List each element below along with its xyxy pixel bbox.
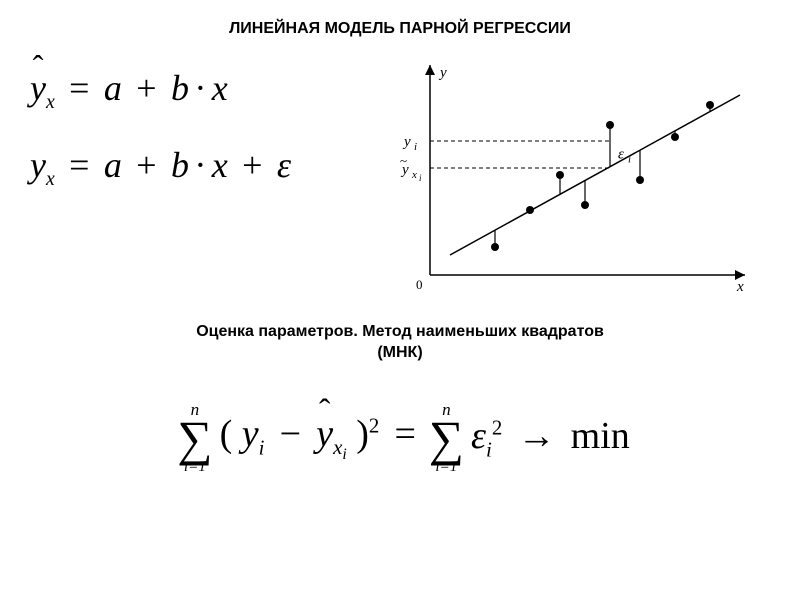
eq1-x: x	[212, 68, 228, 108]
eq3-y: y	[242, 413, 259, 455]
equations-top: ˆyx = a + b·x yx = a + b·x + ε	[30, 70, 291, 224]
eq2-eps: ε	[277, 145, 291, 185]
eq3-exp: 2	[369, 413, 379, 437]
equation-1: ˆyx = a + b·x	[30, 70, 291, 113]
eq3-yhat-sub: x	[333, 435, 342, 459]
eq3-yhat-subsub: i	[342, 446, 346, 463]
svg-text:x: x	[736, 279, 744, 295]
sum-2: n ∑ i=1	[424, 400, 470, 476]
subtitle-line1: Оценка параметров. Метод наименьших квад…	[196, 323, 604, 340]
eq2-x: x	[212, 145, 228, 185]
eq1-y-sub: x	[46, 91, 55, 113]
eq1-b: b	[171, 68, 189, 108]
plot-svg: yx0yi~yxiεi	[385, 55, 755, 305]
svg-text:ε: ε	[618, 147, 624, 163]
svg-text:y: y	[402, 134, 411, 150]
eq1-a: a	[104, 68, 122, 108]
eq3-eps: ε	[471, 415, 486, 457]
equation-3: n ∑ i=1 ( yi − ˆyxi )2 = n ∑ i=1 εi2 → m…	[0, 400, 800, 476]
svg-text:y: y	[400, 162, 409, 178]
svg-text:i: i	[628, 154, 631, 166]
equation-2: yx = a + b·x + ε	[30, 147, 291, 190]
svg-text:0: 0	[416, 277, 423, 292]
eq3-arrow: →	[512, 415, 561, 457]
svg-text:x: x	[411, 169, 417, 181]
svg-text:i: i	[419, 173, 422, 183]
eq2-b: b	[171, 145, 189, 185]
eq3-eps-sub: i	[486, 437, 492, 461]
eq2-a: a	[104, 145, 122, 185]
regression-plot: yx0yi~yxiεi	[385, 55, 755, 310]
svg-text:i: i	[414, 141, 417, 153]
sum-1: n ∑ i=1	[172, 400, 218, 476]
eq3-eps-exp: 2	[492, 415, 502, 439]
eq3-y-sub: i	[259, 435, 265, 459]
subtitle: Оценка параметров. Метод наименьших квад…	[0, 322, 800, 364]
page-title: ЛИНЕЙНАЯ МОДЕЛЬ ПАРНОЙ РЕГРЕССИИ	[0, 20, 800, 38]
subtitle-line2: (МНК)	[377, 344, 422, 361]
eq2-y: y	[30, 145, 46, 185]
eq3-min: min	[571, 415, 630, 457]
eq2-y-sub: x	[46, 168, 55, 190]
svg-text:y: y	[438, 65, 447, 81]
